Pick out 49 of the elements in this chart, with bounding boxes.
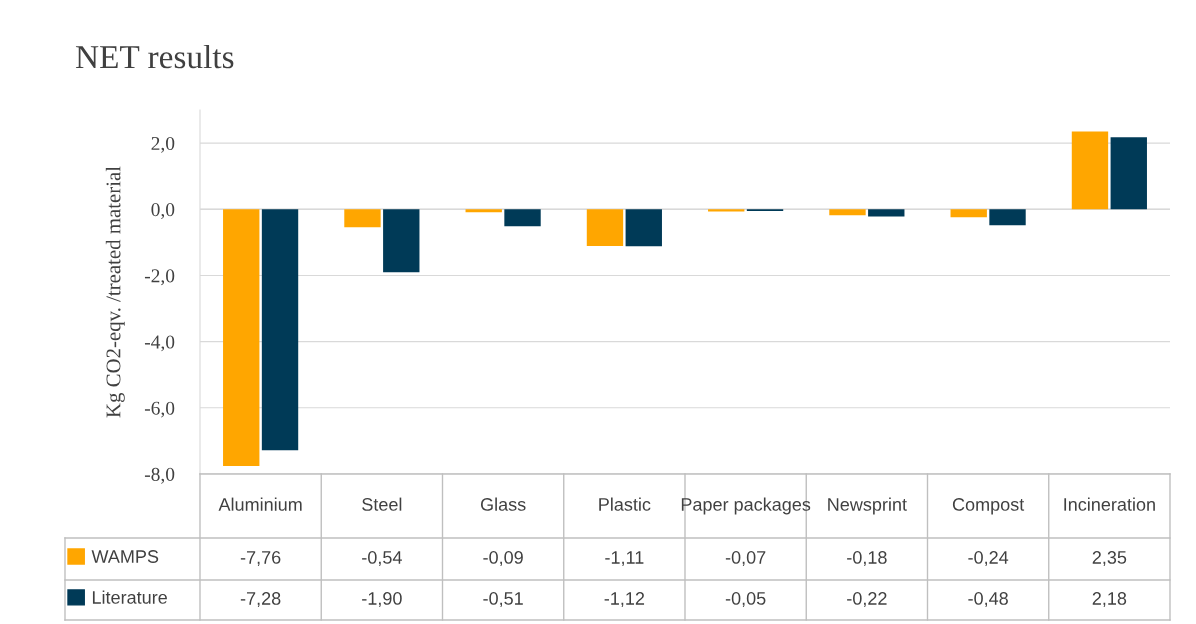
data-label: -0,05 <box>725 592 766 607</box>
bar <box>989 209 1026 226</box>
data-label: -0,22 <box>847 592 887 607</box>
bar <box>829 209 866 216</box>
bar <box>625 209 662 247</box>
data-label: -1,11 <box>605 551 644 566</box>
legend-label: WAMPS <box>91 550 159 563</box>
bar <box>261 209 299 451</box>
y-tick-label: -8,0 <box>144 467 175 484</box>
data-label: -0,07 <box>725 551 766 566</box>
y-tick-label: 0,0 <box>151 203 175 220</box>
data-label: -0,24 <box>968 551 1009 566</box>
bar <box>1110 137 1147 210</box>
y-tick-label: -2,0 <box>144 269 175 286</box>
x-tick-label: Compost <box>952 498 1025 515</box>
y-tick-label: -4,0 <box>144 335 175 352</box>
bar <box>708 209 745 212</box>
x-tick-label: Steel <box>362 497 402 511</box>
data-label: -0,18 <box>847 551 887 566</box>
bar <box>504 209 541 227</box>
x-tick-label: Aluminium <box>218 497 302 511</box>
chart-title: NET results <box>75 44 234 69</box>
data-label: 2,18 <box>1092 592 1127 607</box>
data-label: -0,54 <box>362 551 402 566</box>
data-label: -1,90 <box>362 592 402 607</box>
y-tick-label: -6,0 <box>144 401 175 418</box>
legend-label: Literature <box>92 590 167 604</box>
x-tick-label: Incineration <box>1064 497 1155 511</box>
bar <box>950 209 987 218</box>
data-label: -1,12 <box>604 592 645 607</box>
x-tick-label: Newsprint <box>828 497 907 515</box>
bar <box>344 209 381 228</box>
data-label: -7,76 <box>240 551 281 566</box>
bar <box>383 209 420 273</box>
bar <box>223 209 260 467</box>
bar <box>586 209 624 246</box>
data-label: 2,35 <box>1092 551 1127 566</box>
x-tick-label: Glass <box>480 497 526 511</box>
bar <box>868 209 905 217</box>
data-label: -7,28 <box>240 592 281 607</box>
data-label: -0,51 <box>483 592 523 607</box>
y-axis-title: Kg CO2-eqv. /treated material <box>105 166 125 418</box>
data-label: -0,09 <box>483 551 523 566</box>
y-tick-label: 2,0 <box>151 136 175 153</box>
data-label: -0,48 <box>968 592 1008 607</box>
bar <box>1071 131 1109 210</box>
bar <box>465 209 502 213</box>
x-tick-label: Plastic <box>599 497 651 511</box>
x-tick-label: Paper packages <box>681 497 811 515</box>
